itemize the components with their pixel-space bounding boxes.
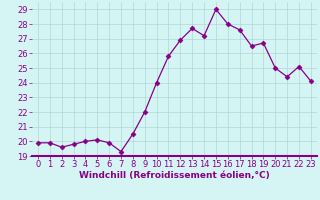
X-axis label: Windchill (Refroidissement éolien,°C): Windchill (Refroidissement éolien,°C) (79, 171, 270, 180)
